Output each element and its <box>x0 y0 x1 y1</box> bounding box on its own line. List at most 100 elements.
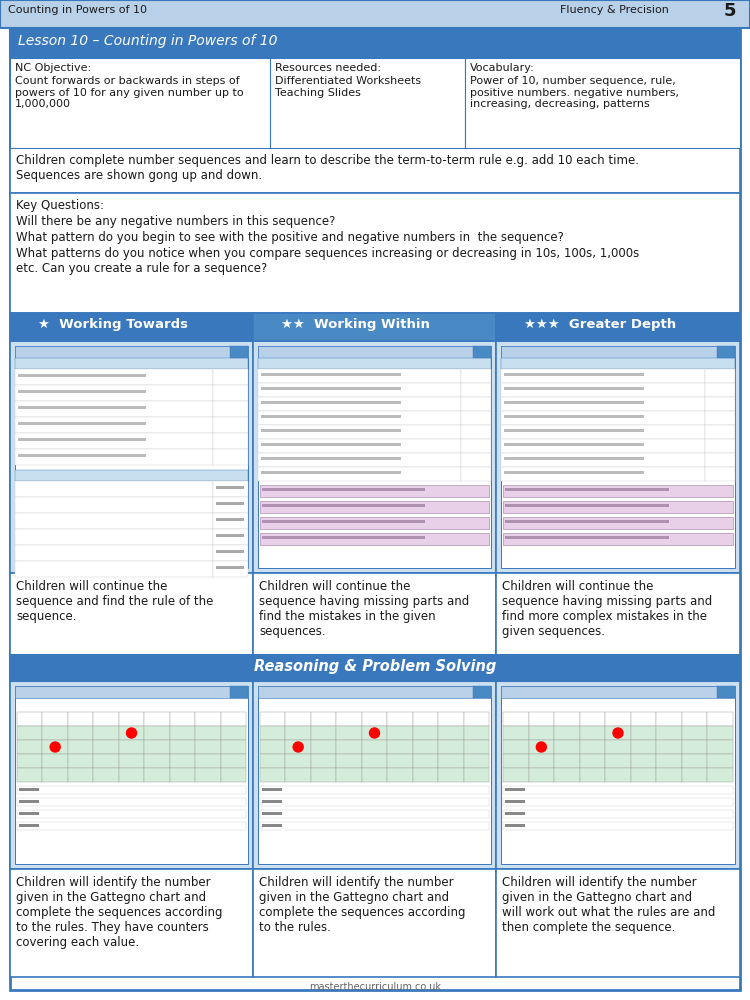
Bar <box>258 383 461 397</box>
Bar <box>170 740 195 754</box>
Bar <box>501 397 705 411</box>
Bar <box>10 313 253 341</box>
Bar <box>262 800 282 803</box>
Bar <box>631 768 656 782</box>
Bar <box>496 869 740 977</box>
Bar <box>15 385 213 401</box>
Bar <box>258 467 461 481</box>
Bar <box>505 788 525 791</box>
Bar <box>19 788 39 791</box>
Bar <box>362 712 387 726</box>
Bar <box>554 754 580 768</box>
Bar <box>387 740 412 754</box>
Bar <box>656 712 682 726</box>
Bar <box>18 438 146 441</box>
Bar <box>213 449 248 465</box>
Bar <box>216 534 244 537</box>
Bar <box>362 754 387 768</box>
Bar <box>213 481 248 497</box>
Bar <box>18 454 146 457</box>
Bar <box>43 712 68 726</box>
Bar <box>286 740 311 754</box>
Bar <box>10 193 740 313</box>
Text: Key Questions:: Key Questions: <box>16 199 104 212</box>
Bar <box>253 869 496 977</box>
Bar <box>261 443 400 446</box>
Bar <box>605 740 631 754</box>
Bar <box>258 346 491 568</box>
Bar <box>270 58 465 148</box>
Bar <box>496 681 740 869</box>
Bar <box>253 681 496 869</box>
Text: Will there be any negative numbers in this sequence?: Will there be any negative numbers in th… <box>16 215 335 228</box>
Bar <box>118 726 144 740</box>
Bar <box>17 726 43 740</box>
Bar <box>260 822 489 830</box>
Text: Children will identify the number
given in the Gattegno chart and
complete the s: Children will identify the number given … <box>16 876 223 949</box>
Bar <box>262 824 282 827</box>
Bar <box>260 740 286 754</box>
Bar <box>118 754 144 768</box>
Bar <box>195 754 220 768</box>
Bar <box>68 712 93 726</box>
Bar <box>707 740 733 754</box>
Bar <box>554 712 580 726</box>
Bar <box>15 417 213 433</box>
Bar <box>261 457 400 460</box>
Bar <box>170 754 195 768</box>
Bar <box>216 502 244 505</box>
Bar <box>529 712 554 726</box>
Bar <box>656 726 682 740</box>
Bar <box>213 433 248 449</box>
Bar <box>529 754 554 768</box>
Text: Children will continue the
sequence and find the rule of the
sequence.: Children will continue the sequence and … <box>16 580 213 623</box>
Bar <box>195 768 220 782</box>
Bar <box>260 485 489 497</box>
Bar <box>503 810 733 818</box>
Bar <box>18 374 146 377</box>
Bar <box>705 397 735 411</box>
Bar <box>68 754 93 768</box>
Bar <box>503 485 733 497</box>
Bar <box>261 401 400 404</box>
Circle shape <box>370 728 380 738</box>
Bar <box>631 740 656 754</box>
Bar <box>260 768 286 782</box>
Bar <box>501 439 705 453</box>
Bar <box>413 740 438 754</box>
Bar <box>15 449 213 465</box>
Bar <box>529 726 554 740</box>
Bar <box>705 425 735 439</box>
Bar <box>262 488 425 491</box>
Bar <box>286 726 311 740</box>
Bar <box>705 369 735 383</box>
Bar <box>286 712 311 726</box>
Bar <box>656 740 682 754</box>
Bar <box>216 550 244 553</box>
Bar <box>501 346 735 358</box>
Bar <box>15 346 248 568</box>
Bar <box>213 561 248 577</box>
Bar <box>118 740 144 754</box>
Bar <box>705 453 735 467</box>
Text: 5: 5 <box>724 2 736 20</box>
Bar <box>10 681 253 869</box>
Bar <box>195 740 220 754</box>
Bar <box>707 754 733 768</box>
Bar <box>15 529 213 545</box>
Text: Reasoning & Problem Solving: Reasoning & Problem Solving <box>254 659 496 674</box>
Bar <box>15 369 213 385</box>
Bar <box>501 411 705 425</box>
Bar <box>216 566 244 569</box>
Bar <box>438 726 464 740</box>
Bar <box>503 822 733 830</box>
Bar <box>220 726 246 740</box>
Bar <box>580 754 605 768</box>
Text: Fluency & Precision: Fluency & Precision <box>560 5 669 15</box>
Bar <box>503 700 733 708</box>
Bar <box>261 387 400 390</box>
Bar <box>631 754 656 768</box>
Bar <box>213 417 248 433</box>
Bar <box>258 686 491 864</box>
Bar <box>286 754 311 768</box>
